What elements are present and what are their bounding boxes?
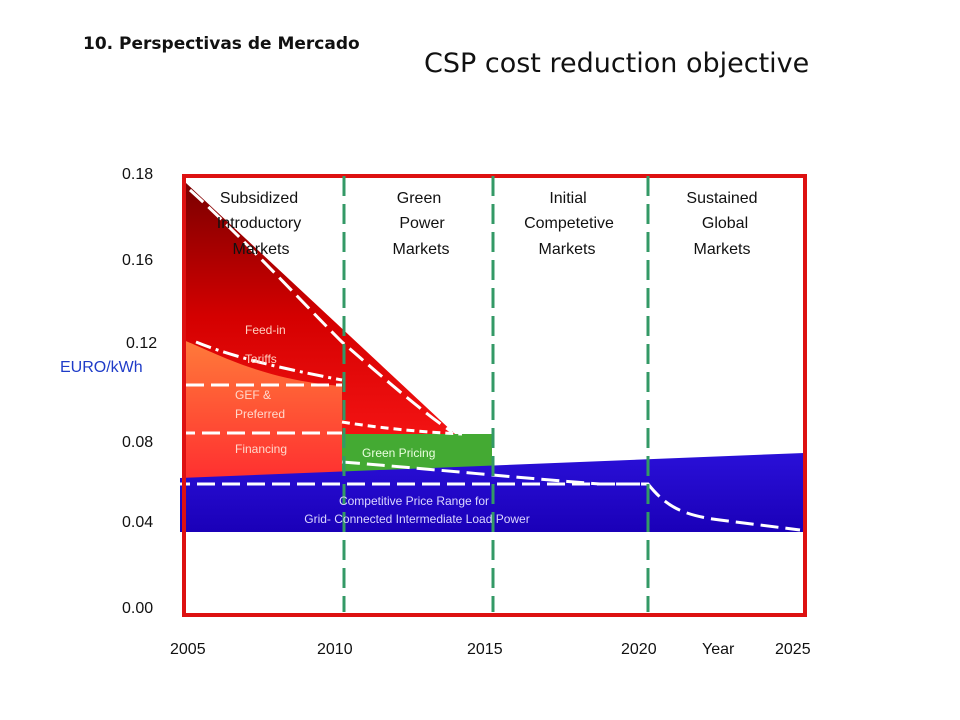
phase-label: Power [399,215,445,232]
x-tick-label: 2015 [467,641,503,658]
region-label: Tariffs [245,352,277,366]
phase-label: Markets [539,241,596,258]
phase-label: Global [702,215,748,232]
x-axis-label: Year [702,641,735,658]
phase-label: Introductory [217,215,301,232]
region-label: Green Pricing [362,446,435,460]
y-tick-label: 0.18 [122,166,153,183]
chart-title: CSP cost reduction objective [424,48,810,79]
phase-label: Markets [393,241,450,258]
y-tick-label: 0.12 [126,335,157,352]
y-tick-label: 0.04 [122,514,153,531]
phase-label: Markets [694,241,751,258]
x-tick-label: 2020 [621,641,657,658]
y-tick-labels: 0.18 0.16 0.12 0.08 0.04 0.00 [122,166,157,617]
phase-label: Competetive [524,215,614,232]
section-title: 10. Perspectivas de Mercado [83,34,360,54]
y-tick-label: 0.08 [122,434,153,451]
phase-label: Green [397,190,441,207]
region-label: Feed-in [245,323,286,337]
phase-label: Sustained [686,190,757,207]
y-axis-label: EURO/kWh [60,359,143,376]
cost-curve-green [341,420,463,436]
x-tick-label: 2025 [775,641,811,658]
phase-label: Subsidized [220,190,298,207]
phase-boundaries [342,176,650,612]
region-label: Preferred [235,407,285,421]
region-label: Grid- Connected Intermediate Load Power [304,512,529,526]
x-tick-labels: 2005 2010 2015 2020 Year 2025 [170,641,811,658]
phase-label: Markets [233,241,290,258]
cost-curve-competitive [172,482,801,532]
x-tick-label: 2010 [317,641,353,658]
region-green-pricing [342,434,492,472]
region-label: Competitive Price Range for [339,494,489,508]
region-label: Financing [235,442,287,456]
phase-label: Initial [549,190,586,207]
region-gef-financing [183,340,342,478]
region-label: GEF & [235,388,271,402]
region-labels: Feed-in Tariffs GEF & Preferred Financin… [235,323,530,526]
cost-curve-upper [188,188,453,434]
x-tick-label: 2005 [170,641,206,658]
y-tick-label: 0.16 [122,252,153,269]
white-dashed-curves [152,188,801,532]
y-tick-label: 0.00 [122,600,153,617]
phase-labels: Subsidized Introductory Markets Green Po… [217,190,758,258]
